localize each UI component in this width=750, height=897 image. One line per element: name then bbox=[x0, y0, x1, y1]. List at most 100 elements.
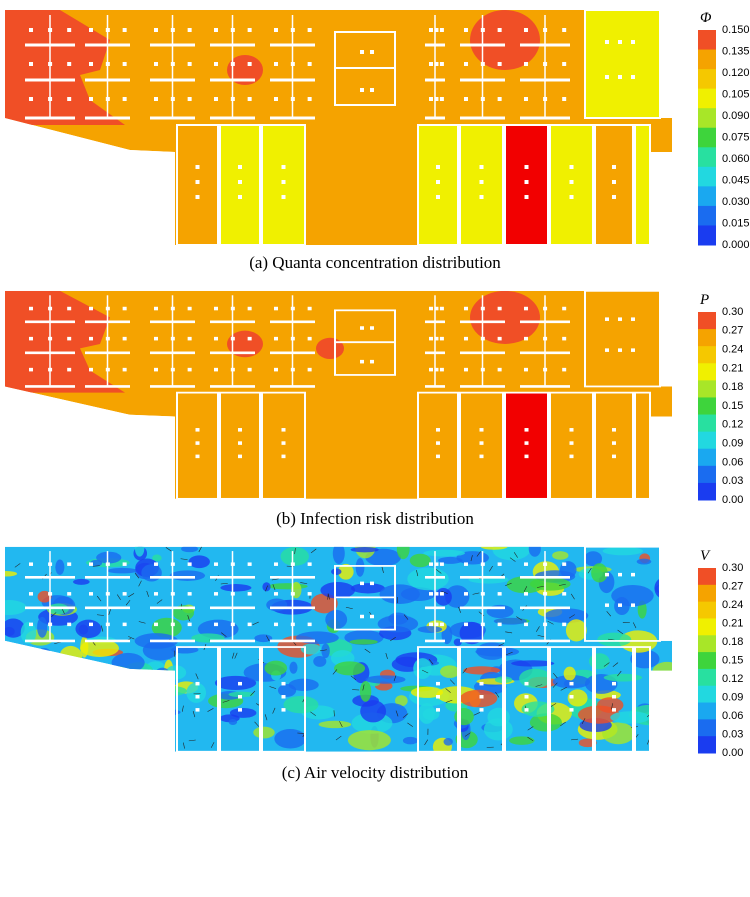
desk bbox=[479, 708, 484, 712]
colorbar-tick-label: 0.21 bbox=[722, 362, 743, 374]
room bbox=[504, 646, 549, 753]
desk bbox=[195, 695, 200, 699]
velocity-patch bbox=[142, 640, 178, 661]
room bbox=[417, 391, 459, 500]
velocity-patch bbox=[529, 713, 562, 732]
desk bbox=[605, 75, 609, 79]
velocity-patch bbox=[156, 721, 173, 734]
desk bbox=[543, 62, 548, 66]
colorbar-symbol: Φ bbox=[700, 10, 712, 26]
desk bbox=[543, 562, 548, 566]
desk bbox=[187, 62, 192, 66]
velocity-vector bbox=[310, 711, 316, 716]
room bbox=[634, 391, 651, 500]
colorbar-band bbox=[698, 312, 716, 330]
desk bbox=[187, 97, 192, 101]
room bbox=[417, 646, 459, 753]
velocity-vector bbox=[181, 705, 184, 712]
velocity-vector bbox=[152, 669, 158, 675]
velocity-patch bbox=[102, 675, 130, 691]
velocity-patch bbox=[87, 706, 97, 729]
velocity-vector bbox=[195, 673, 199, 680]
desk bbox=[618, 317, 622, 321]
velocity-vector bbox=[550, 703, 557, 708]
velocity-vector bbox=[381, 566, 384, 574]
velocity-patch bbox=[125, 690, 140, 698]
desk bbox=[479, 681, 484, 686]
velocity-vector bbox=[57, 670, 60, 677]
velocity-patch bbox=[435, 587, 452, 606]
desk bbox=[436, 454, 440, 459]
desk bbox=[569, 165, 574, 169]
velocity-patch bbox=[591, 563, 608, 583]
colorbar-tick-label: 0.30 bbox=[722, 306, 743, 318]
desk bbox=[497, 562, 502, 566]
velocity-patch bbox=[288, 678, 319, 692]
velocity-patch bbox=[73, 578, 90, 585]
velocity-vector bbox=[127, 636, 135, 640]
velocity-patch bbox=[529, 577, 571, 591]
velocity-vector bbox=[107, 740, 110, 747]
velocity-vector bbox=[138, 580, 142, 587]
desk bbox=[274, 622, 278, 627]
desk bbox=[281, 681, 286, 686]
desk bbox=[247, 28, 252, 32]
desk bbox=[214, 622, 218, 627]
room-field bbox=[635, 125, 650, 245]
velocity-vector bbox=[116, 594, 121, 600]
desk bbox=[479, 695, 484, 699]
desk bbox=[434, 62, 439, 66]
room bbox=[549, 646, 594, 753]
velocity-vector bbox=[424, 739, 429, 746]
velocity-patch bbox=[5, 692, 17, 702]
velocity-patch bbox=[402, 736, 418, 745]
velocity-patch bbox=[395, 695, 408, 707]
desk bbox=[170, 367, 175, 372]
velocity-patch bbox=[565, 619, 587, 642]
desk bbox=[434, 306, 439, 311]
velocity-patch bbox=[519, 668, 552, 689]
desk bbox=[122, 367, 127, 372]
desk bbox=[497, 622, 502, 627]
desk bbox=[612, 441, 616, 445]
caption: (c) Air velocity distribution bbox=[282, 763, 469, 782]
velocity-patch bbox=[5, 618, 25, 638]
velocity-patch bbox=[334, 661, 366, 676]
desk bbox=[48, 28, 53, 32]
desk bbox=[618, 572, 622, 577]
velocity-patch bbox=[602, 546, 644, 556]
desk bbox=[247, 62, 252, 66]
desk bbox=[307, 622, 312, 627]
desk bbox=[281, 195, 286, 199]
room bbox=[176, 646, 219, 753]
velocity-vector bbox=[51, 612, 57, 618]
velocity-vector bbox=[535, 684, 543, 687]
velocity-vector bbox=[180, 558, 188, 560]
desk bbox=[154, 28, 158, 32]
colorbar-band bbox=[698, 635, 716, 653]
colorbar-tick-label: 0.18 bbox=[722, 381, 743, 393]
desk bbox=[247, 97, 252, 101]
colorbar-band bbox=[698, 601, 716, 619]
velocity-patch bbox=[492, 546, 531, 561]
velocity-patch bbox=[444, 585, 470, 608]
velocity-vector bbox=[458, 606, 461, 613]
desk bbox=[436, 695, 440, 699]
desk bbox=[497, 62, 502, 66]
desk bbox=[436, 165, 440, 169]
high-zone bbox=[316, 337, 344, 360]
desk bbox=[434, 622, 439, 627]
desk bbox=[429, 306, 433, 311]
velocity-patch bbox=[151, 685, 187, 697]
colorbar-tick-label: 0.060 bbox=[722, 153, 750, 165]
desk bbox=[370, 614, 374, 619]
velocity-vector bbox=[134, 573, 140, 579]
velocity-vector bbox=[269, 686, 277, 689]
velocity-vector bbox=[389, 637, 396, 642]
desk bbox=[524, 592, 528, 596]
high-zone bbox=[470, 290, 540, 344]
room-field bbox=[262, 125, 305, 245]
velocity-patch bbox=[59, 645, 83, 668]
desk bbox=[214, 336, 218, 341]
desk bbox=[230, 592, 235, 596]
